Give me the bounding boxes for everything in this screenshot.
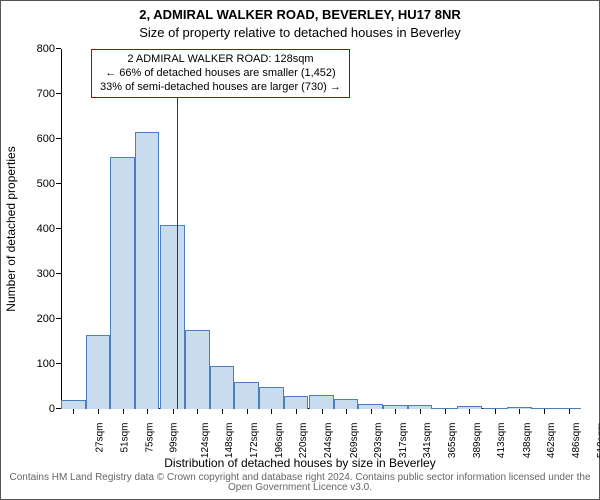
x-tick xyxy=(197,409,198,414)
annotation-box: 2 ADMIRAL WALKER ROAD: 128sqm ← 66% of d… xyxy=(91,49,350,98)
chart-container: 2, ADMIRAL WALKER ROAD, BEVERLEY, HU17 8… xyxy=(0,0,600,500)
x-tick xyxy=(544,409,545,414)
x-tick-label: 389sqm xyxy=(472,423,483,459)
x-tick-label: 51sqm xyxy=(119,423,130,453)
x-tick-label: 510sqm xyxy=(596,423,600,459)
y-tick xyxy=(56,273,61,274)
property-marker-line xyxy=(177,49,178,409)
histogram-bar xyxy=(86,335,111,409)
x-tick xyxy=(569,409,570,414)
x-tick xyxy=(420,409,421,414)
histogram-bar xyxy=(210,366,235,409)
x-tick-label: 341sqm xyxy=(422,423,433,459)
y-tick xyxy=(56,363,61,364)
histogram-bar xyxy=(185,330,210,409)
x-tick xyxy=(322,409,323,414)
y-tick xyxy=(56,48,61,49)
x-tick xyxy=(445,409,446,414)
y-tick-label: 300 xyxy=(37,268,55,280)
x-tick-label: 269sqm xyxy=(349,423,360,459)
y-tick-label: 600 xyxy=(37,133,55,145)
histogram-bar xyxy=(334,399,359,409)
annotation-line1: 2 ADMIRAL WALKER ROAD: 128sqm xyxy=(100,53,341,67)
x-tick xyxy=(371,409,372,414)
x-tick-label: 27sqm xyxy=(95,423,106,453)
annotation-line2: ← 66% of detached houses are smaller (1,… xyxy=(100,67,341,81)
y-tick xyxy=(56,183,61,184)
x-tick xyxy=(173,409,174,414)
x-tick-label: 438sqm xyxy=(522,423,533,459)
y-tick-label: 800 xyxy=(37,43,55,55)
x-tick xyxy=(395,409,396,414)
x-tick xyxy=(495,409,496,414)
x-tick xyxy=(519,409,520,414)
y-axis-label: Number of detached properties xyxy=(4,146,18,311)
x-tick xyxy=(222,409,223,414)
chart-title-address: 2, ADMIRAL WALKER ROAD, BEVERLEY, HU17 8… xyxy=(1,7,599,22)
histogram-bar xyxy=(309,395,334,409)
y-tick-label: 500 xyxy=(37,178,55,190)
y-tick-label: 400 xyxy=(37,223,55,235)
x-tick xyxy=(247,409,248,414)
histogram-bar xyxy=(61,400,86,409)
x-tick xyxy=(296,409,297,414)
histogram-bar xyxy=(110,157,135,409)
histogram-bar xyxy=(284,396,309,410)
y-tick-label: 200 xyxy=(37,313,55,325)
x-tick xyxy=(147,409,148,414)
x-tick xyxy=(73,409,74,414)
footer-attribution: Contains HM Land Registry data © Crown c… xyxy=(1,473,599,493)
y-tick xyxy=(56,228,61,229)
x-tick-label: 317sqm xyxy=(398,423,409,459)
y-tick xyxy=(56,138,61,139)
x-tick xyxy=(346,409,347,414)
x-tick-label: 75sqm xyxy=(144,423,155,453)
x-axis-label: Distribution of detached houses by size … xyxy=(1,456,599,470)
x-tick-label: 99sqm xyxy=(169,423,180,453)
x-tick-label: 462sqm xyxy=(547,423,558,459)
x-tick-label: 293sqm xyxy=(373,423,384,459)
x-tick xyxy=(469,409,470,414)
y-tick xyxy=(56,318,61,319)
histogram-bar xyxy=(259,387,284,410)
annotation-line3: 33% of semi-detached houses are larger (… xyxy=(100,81,341,95)
y-tick-label: 700 xyxy=(37,88,55,100)
x-tick xyxy=(98,409,99,414)
x-tick xyxy=(271,409,272,414)
histogram-bar xyxy=(234,382,259,409)
x-tick-label: 244sqm xyxy=(323,423,334,459)
x-tick xyxy=(123,409,124,414)
y-axis-line xyxy=(61,49,62,409)
x-tick-label: 365sqm xyxy=(447,423,458,459)
y-tick-label: 0 xyxy=(49,403,55,415)
y-tick-label: 100 xyxy=(37,358,55,370)
y-tick xyxy=(56,93,61,94)
x-tick-label: 148sqm xyxy=(224,423,235,459)
x-tick-label: 413sqm xyxy=(496,423,507,459)
x-tick-label: 486sqm xyxy=(571,423,582,459)
histogram-bar xyxy=(135,132,160,409)
plot-area xyxy=(61,49,581,409)
footer-line1: Contains HM Land Registry data © Crown c… xyxy=(9,472,590,493)
x-tick-label: 220sqm xyxy=(298,423,309,459)
x-tick-label: 196sqm xyxy=(274,423,285,459)
x-tick-label: 124sqm xyxy=(200,423,211,459)
chart-subtitle: Size of property relative to detached ho… xyxy=(1,25,599,40)
histogram-bar xyxy=(160,225,185,410)
x-tick-label: 172sqm xyxy=(249,423,260,459)
